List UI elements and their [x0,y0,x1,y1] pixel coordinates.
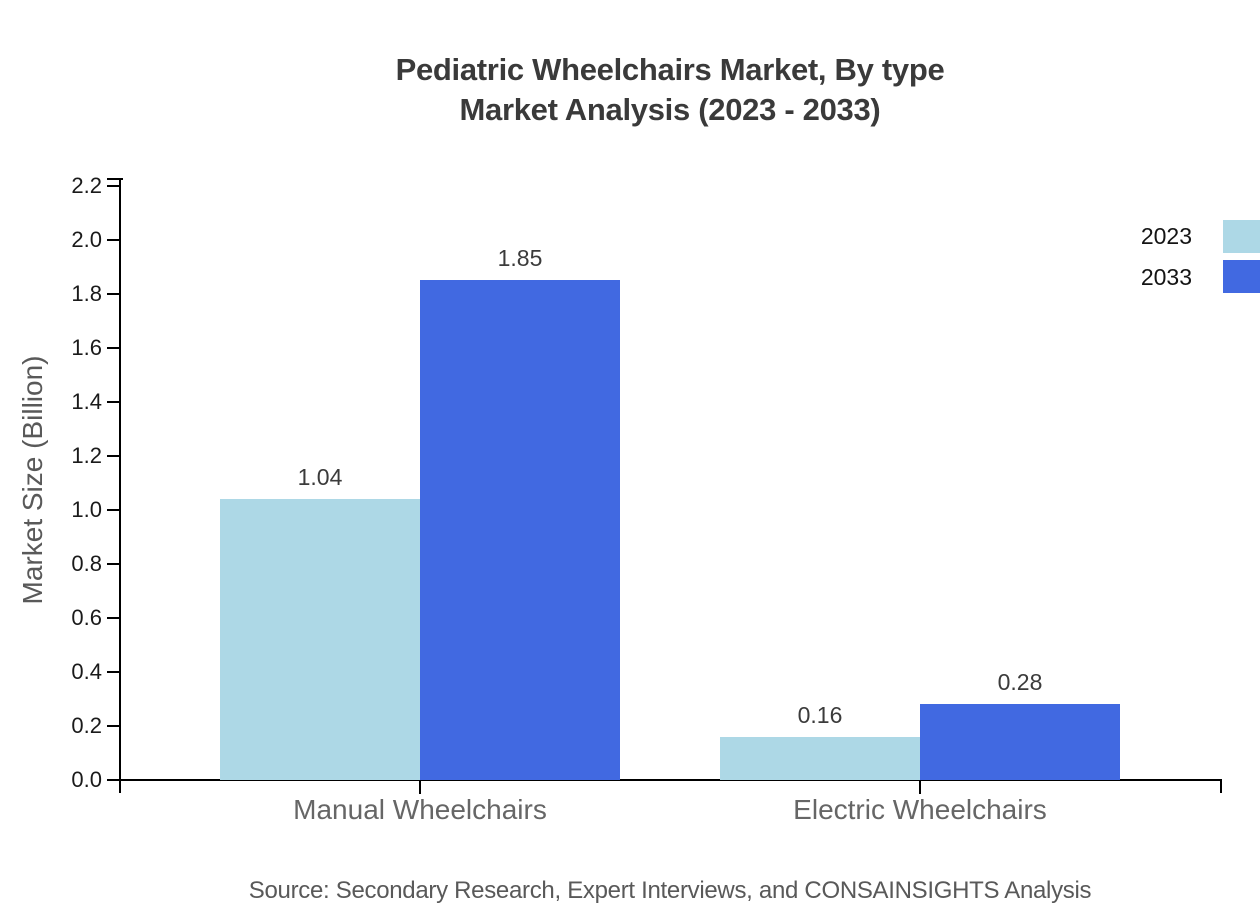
y-tick [107,401,121,403]
bar-electric-wheelchairs-2033 [920,704,1120,780]
x-axis-line [119,779,1222,781]
legend-label-2023: 2023 [1140,223,1192,249]
y-tick [107,617,121,619]
y-tick [107,509,121,511]
y-tick-label: 1.2 [71,443,102,468]
value-label-electric-wheelchairs-2033: 0.28 [997,669,1043,695]
x-axis-endcap [1220,779,1222,793]
legend-swatch-2023 [1223,220,1260,253]
y-tick [107,185,121,187]
value-label-manual-wheelchairs-2033: 1.85 [497,245,543,271]
chart-title-line2: Market Analysis (2023 - 2033) [459,92,881,127]
y-tick [107,347,121,349]
y-tick-label: 2.2 [71,173,102,198]
y-tick-label: 0.6 [71,605,102,630]
chart-title-line1: Pediatric Wheelchairs Market, By type [395,52,945,87]
x-tick [419,780,421,794]
x-category-label: Electric Wheelchairs [793,794,1047,825]
y-axis-line [119,178,121,793]
source-note: Source: Secondary Research, Expert Inter… [248,877,1092,904]
chart-title: Pediatric Wheelchairs Market, By type Ma… [80,50,1260,130]
bar-manual-wheelchairs-2023 [220,499,420,780]
y-tick-label: 0.8 [71,551,102,576]
y-tick-label: 0.4 [71,659,102,684]
bar-manual-wheelchairs-2033 [420,280,620,780]
y-tick [107,239,121,241]
value-label-electric-wheelchairs-2023: 0.16 [797,702,843,728]
y-tick [107,293,121,295]
bar-electric-wheelchairs-2023 [720,737,920,780]
y-tick-label: 0.0 [71,767,102,792]
y-tick [107,725,121,727]
y-tick-label: 1.8 [71,281,102,306]
y-axis-endcap [107,178,123,180]
y-tick-label: 1.0 [71,497,102,522]
y-tick [107,671,121,673]
legend-swatch-2033 [1223,260,1260,293]
x-category-label: Manual Wheelchairs [293,794,547,825]
y-tick [107,455,121,457]
y-tick [107,563,121,565]
y-tick-label: 1.6 [71,335,102,360]
y-tick [107,779,121,781]
x-tick [919,780,921,794]
y-tick-label: 2.0 [71,227,102,252]
value-label-manual-wheelchairs-2023: 1.04 [297,464,343,490]
y-tick-label: 0.2 [71,713,102,738]
legend-label-2033: 2033 [1140,264,1192,290]
y-tick-label: 1.4 [71,389,102,414]
